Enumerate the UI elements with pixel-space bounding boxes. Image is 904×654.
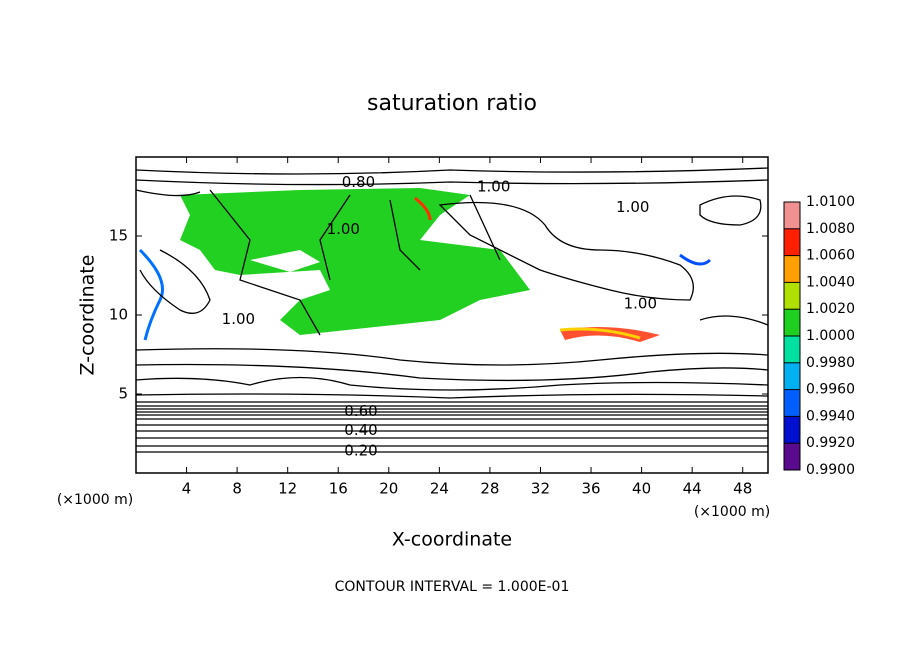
patch-edge (559, 327, 641, 340)
field (138, 188, 712, 342)
patch-edge (414, 196, 432, 221)
hole (250, 250, 320, 272)
x-tick-label: 16 (329, 480, 348, 498)
colorbar-band (784, 282, 800, 310)
colorbar-band (784, 416, 800, 444)
contour-lines (135, 167, 769, 453)
colorbar-band (784, 362, 800, 390)
x-tick-label: 48 (733, 480, 752, 498)
x-tick-label: 24 (430, 480, 449, 498)
patch-edge (138, 248, 164, 341)
y-unit-label: (×1000 m) (57, 492, 133, 508)
colorbar-band (784, 389, 800, 417)
colorbar-band (784, 202, 800, 229)
supersaturated-region (180, 188, 530, 335)
x-tick-label: 36 (581, 480, 600, 498)
colorbar-tick-label: 0.9900 (806, 462, 855, 478)
contour-label: 1.00 (327, 220, 360, 238)
x-tick-label: 4 (182, 480, 192, 498)
contour-label: 1.00 (477, 178, 510, 196)
contour-label: 1.00 (222, 310, 255, 328)
contour-label: 0.20 (344, 441, 377, 459)
patch-edge (679, 253, 712, 266)
contour-label: 1.00 (616, 198, 649, 216)
colorbar-band (784, 309, 800, 336)
contour-label: 0.80 (342, 173, 375, 191)
x-tick-label: 8 (232, 480, 242, 498)
colorbar-band (784, 228, 800, 256)
colorbar-band (784, 443, 800, 470)
x-tick-label: 44 (683, 480, 702, 498)
colorbar-tick-label: 1.0040 (806, 274, 855, 290)
y-axis-title: Z-coordinate (77, 255, 99, 376)
contour-label: 1.00 (624, 294, 657, 312)
x-tick-label: 40 (632, 480, 651, 498)
x-tick-label: 12 (278, 480, 297, 498)
colorbar-tick-label: 0.9940 (806, 408, 855, 424)
x-axis-title: X-coordinate (392, 529, 512, 551)
colorbar-tick-label: 0.9920 (806, 435, 855, 451)
colorbar-tick-label: 1.0000 (806, 328, 855, 344)
colorbar-tick-label: 0.9960 (806, 382, 855, 398)
contour-label: 0.40 (344, 421, 377, 439)
patch (560, 326, 660, 342)
colorbar-tick-label: 1.0080 (806, 221, 855, 237)
colorbar-band (784, 336, 800, 363)
y-tick-label: 5 (118, 385, 128, 403)
colorbar-tick-label: 1.0100 (806, 194, 855, 210)
colorbar-tick-label: 1.0020 (806, 301, 855, 317)
colorbar-band (784, 255, 800, 283)
y-tick-label: 10 (109, 306, 128, 324)
colorbar-tick-label: 0.9980 (806, 355, 855, 371)
x-tick-label: 32 (531, 480, 550, 498)
x-tick-label: 20 (379, 480, 398, 498)
chart-title: saturation ratio (367, 91, 537, 116)
y-tick-label: 15 (109, 227, 128, 245)
footnote: CONTOUR INTERVAL = 1.000E-01 (335, 579, 570, 595)
x-tick-label: 28 (480, 480, 499, 498)
x-unit-label: (×1000 m) (694, 504, 770, 520)
colorbar-tick-label: 1.0060 (806, 248, 855, 264)
contour-label: 0.60 (344, 402, 377, 420)
